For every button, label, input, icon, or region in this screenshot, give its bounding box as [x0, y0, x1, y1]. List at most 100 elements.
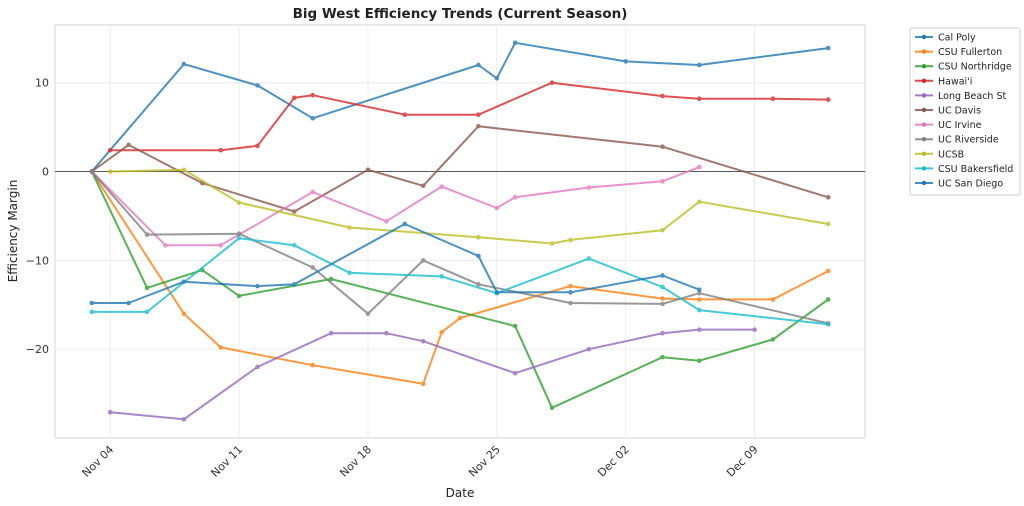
- data-point: [568, 300, 573, 306]
- data-point: [660, 144, 665, 149]
- y-tick-label: −10: [26, 254, 49, 267]
- legend-label: UC Davis: [938, 106, 981, 117]
- legend-entry-uc-davis: UC Davis: [915, 106, 981, 117]
- data-point: [825, 45, 831, 51]
- legend-marker: [921, 93, 927, 98]
- data-point: [126, 142, 131, 148]
- data-point: [384, 330, 389, 336]
- data-point: [512, 195, 518, 200]
- data-point: [181, 61, 187, 67]
- data-point: [697, 62, 702, 68]
- y-ticks: −20 −10 0 10: [26, 77, 49, 356]
- legend-label: CSU Bakersfield: [938, 164, 1013, 175]
- legend-label: UC Riverside: [938, 135, 999, 146]
- x-ticks: Nov 04 Nov 11 Nov 18 Nov 25 Dec 02 Dec 09: [80, 443, 761, 480]
- data-point: [347, 270, 352, 276]
- series-line: [90, 170, 829, 385]
- data-point: [476, 123, 481, 129]
- legend-entry-hawai-i: Hawai'i: [915, 76, 972, 87]
- data-point: [586, 346, 592, 352]
- data-point: [825, 221, 831, 227]
- data-point: [310, 362, 316, 368]
- legend-entry-uc-riverside: UC Riverside: [915, 135, 999, 146]
- data-point: [420, 381, 426, 387]
- data-point: [494, 290, 500, 295]
- data-point: [420, 338, 426, 344]
- data-point: [660, 227, 665, 233]
- data-point: [660, 330, 665, 336]
- data-point: [365, 167, 371, 173]
- data-point: [586, 256, 592, 261]
- series-line: [110, 81, 829, 152]
- data-point: [347, 225, 352, 230]
- x-tick-label: Dec 09: [724, 443, 761, 480]
- data-point: [292, 95, 297, 101]
- data-point: [218, 147, 223, 153]
- legend-marker: [921, 63, 927, 69]
- data-point: [310, 92, 316, 98]
- legend-label: UCSB: [938, 149, 964, 160]
- data-point: [163, 242, 168, 248]
- data-point: [310, 115, 316, 121]
- data-point: [549, 241, 555, 246]
- data-point: [697, 199, 702, 205]
- data-point: [236, 235, 242, 241]
- legend-label: Long Beach St: [938, 91, 1006, 102]
- data-point: [568, 237, 573, 243]
- data-point: [420, 258, 426, 263]
- data-point: [697, 297, 702, 302]
- data-point: [825, 97, 831, 102]
- data-point: [236, 231, 242, 237]
- x-tick-label: Nov 25: [466, 443, 503, 480]
- x-tick-label: Nov 04: [80, 443, 117, 480]
- x-tick-label: Nov 18: [337, 443, 374, 480]
- legend-entry-csu-bakersfield: CSU Bakersfield: [915, 164, 1013, 175]
- data-point: [218, 345, 223, 350]
- data-point: [402, 112, 408, 118]
- data-point: [89, 309, 95, 315]
- legend-marker: [921, 107, 927, 113]
- data-point: [420, 183, 426, 189]
- data-point: [568, 283, 573, 289]
- series-line: [110, 168, 829, 245]
- data-point: [255, 364, 260, 370]
- y-axis-label: Efficiency Margin: [6, 180, 20, 283]
- data-point: [770, 337, 776, 342]
- data-point: [255, 143, 260, 149]
- data-point: [512, 323, 518, 329]
- series-hawai-i: [107, 80, 831, 153]
- x-tick-label: Nov 11: [208, 443, 245, 480]
- legend-marker: [921, 151, 927, 156]
- data-point: [476, 253, 481, 259]
- legend-entry-uc-san-diego: UC San Diego: [915, 179, 1003, 190]
- legend-entry-csu-northridge: CSU Northridge: [915, 62, 1012, 73]
- series-group: [89, 40, 831, 422]
- data-point: [310, 265, 316, 270]
- chart-title: Big West Efficiency Trends (Current Seas…: [293, 6, 628, 22]
- data-point: [292, 282, 297, 287]
- data-point: [126, 300, 131, 306]
- data-point: [107, 409, 113, 415]
- legend-label: Hawai'i: [938, 76, 972, 87]
- data-point: [439, 330, 444, 335]
- data-point: [697, 96, 702, 102]
- plot-area: [54, 24, 866, 439]
- data-point: [825, 268, 831, 274]
- data-point: [476, 62, 481, 68]
- data-point: [476, 282, 481, 287]
- data-point: [365, 311, 371, 316]
- y-tick-label: 0: [42, 166, 49, 179]
- legend-label: CSU Northridge: [938, 62, 1012, 73]
- x-axis-label: Date: [446, 486, 475, 500]
- series-long-beach-st: [107, 327, 757, 422]
- y-tick-label: 10: [35, 77, 49, 90]
- legend-entry-cal-poly: Cal Poly: [915, 33, 976, 44]
- series-uc-san-diego: [89, 221, 702, 306]
- data-point: [144, 285, 150, 291]
- data-point: [310, 189, 316, 195]
- data-point: [218, 242, 223, 248]
- legend-label: UC San Diego: [938, 179, 1003, 190]
- legend-label: CSU Fullerton: [938, 47, 1002, 58]
- data-point: [549, 405, 555, 411]
